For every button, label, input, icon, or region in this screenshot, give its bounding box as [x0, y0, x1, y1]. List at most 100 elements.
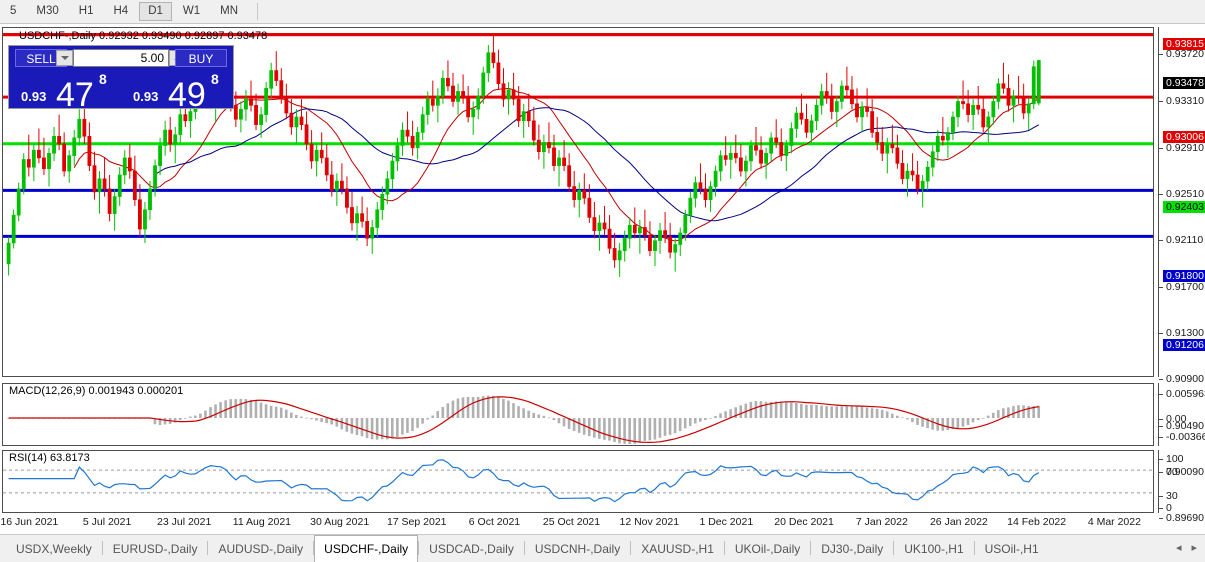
price-tick [1159, 148, 1163, 149]
date-axis-label: 1 Dec 2021 [699, 516, 754, 528]
date-axis-label: 4 Mar 2022 [1087, 516, 1141, 528]
date-axis-label: 11 Aug 2021 [232, 516, 292, 528]
volume-value: 5.00 [140, 51, 164, 65]
rsi-pane[interactable]: RSI(14) 63.8173 [2, 450, 1154, 513]
date-axis-label: 5 Jul 2021 [82, 516, 132, 528]
timeframe-button-5[interactable]: 5 [10, 5, 17, 17]
timeframe-button-d1[interactable]: D1 [139, 2, 172, 21]
price-axis-label: 0.90090 [1166, 466, 1204, 478]
macd-pane[interactable]: MACD(12,26,9) 0.001943 0.000201 [2, 383, 1154, 446]
chart-title: USDCHF-,Daily 0.92932 0.93490 0.92897 0.… [19, 30, 268, 42]
price-axis[interactable]: 0.93815 0.93720 0.93478 0.93310 0.93006 0.929… [1158, 27, 1205, 524]
macd-tick [1159, 394, 1163, 395]
chart-tab-uk100-h1[interactable]: UK100-,H1 [904, 542, 964, 556]
price-axis-label: 0.92510 [1166, 188, 1204, 200]
chevron-down-icon [60, 56, 69, 60]
rsi-axis: 100 70 30 0 [1158, 450, 1205, 514]
timeframe-button-m30[interactable]: M30 [36, 5, 59, 17]
tab-divider [893, 541, 895, 555]
date-axis-label: 12 Nov 2021 [619, 516, 680, 528]
chart-tab-eurusd-daily[interactable]: EURUSD-,Daily [112, 542, 198, 556]
timeframe-button-w1[interactable]: W1 [182, 5, 201, 17]
sell-price-main: 47 [56, 76, 94, 114]
date-axis-label: 20 Dec 2021 [774, 516, 834, 528]
date-axis-label: 25 Oct 2021 [542, 516, 601, 528]
price-tick [1159, 101, 1163, 102]
price-axis-label: 0.90490 [1166, 420, 1204, 432]
date-axis-label: 14 Feb 2022 [1007, 516, 1067, 528]
price-level-tag-black[interactable]: 0.93478 [1163, 77, 1205, 89]
toolbar-divider [257, 3, 259, 20]
macd-tick [1159, 437, 1163, 438]
macd-label: MACD(12,26,9) 0.001943 0.000201 [9, 385, 184, 397]
price-level-tag-red[interactable]: 0.93815 [1163, 38, 1205, 50]
buy-quote[interactable]: 0.93 49 8 [123, 71, 231, 112]
buy-price-fraction: 8 [211, 71, 219, 87]
chart-tab-usdx-weekly[interactable]: USDX,Weekly [16, 542, 92, 556]
main-chart-pane[interactable]: USDCHF-,Daily 0.92932 0.93490 0.92897 0.… [2, 27, 1154, 377]
macd-plot [7, 395, 1040, 444]
date-axis-label: 16 Jun 2021 [0, 516, 59, 528]
date-axis-label: 23 Jul 2021 [157, 516, 212, 528]
buy-price-prefix: 0.93 [133, 89, 159, 104]
price-level-tag-green[interactable]: 0.92403 [1163, 201, 1205, 213]
price-tick [1159, 240, 1163, 241]
chart-tab-bar: USDX,Weekly EURUSD-,Daily AUDUSD-,Daily USD… [0, 534, 1205, 562]
rsi-tick [1159, 508, 1163, 509]
volume-decrease-button[interactable] [56, 50, 73, 66]
rsi-canvas [3, 451, 1153, 512]
timeframe-button-h1[interactable]: H1 [78, 5, 94, 17]
sell-quote[interactable]: 0.93 47 8 [11, 71, 119, 112]
price-axis-label: 0.89690 [1166, 512, 1204, 524]
chart-tab-usdcad-daily[interactable]: USDCAD-,Daily [429, 542, 514, 556]
sell-price-fraction: 8 [99, 71, 107, 87]
macd-axis: 0.005963 0.00 -0.00366 [1158, 383, 1205, 446]
tab-divider [723, 541, 725, 555]
price-level-tag-red[interactable]: 0.93006 [1163, 131, 1205, 143]
tab-divider [418, 541, 420, 555]
chart-tab-usdchf-daily[interactable]: USDCHF-,Daily [314, 535, 419, 562]
macd-tick [1159, 419, 1163, 420]
price-level-tag-blue[interactable]: 0.91206 [1163, 339, 1205, 351]
timeframe-button-h4[interactable]: H4 [113, 5, 129, 17]
sell-button[interactable]: SELL [15, 49, 67, 67]
macd-canvas [3, 384, 1153, 445]
tab-scroll-controls[interactable]: ◂ ▸ [1176, 542, 1197, 554]
rsi-label: RSI(14) 63.8173 [9, 452, 90, 464]
one-click-trading-panel[interactable]: SELL 5.00 BUY 0.93 47 8 0.93 49 8 [8, 45, 234, 112]
buy-price-main: 49 [168, 76, 206, 114]
chart-tab-xauusd-h1[interactable]: XAUUSD-,H1 [641, 542, 714, 556]
buy-button[interactable]: BUY [175, 49, 227, 67]
tab-scroll-right-icon[interactable]: ▸ [1191, 542, 1197, 554]
chart-tab-ukoil-daily[interactable]: UKOil-,Daily [734, 542, 801, 556]
rsi-axis-label: 70 [1166, 466, 1178, 478]
chart-tab-dj30-daily[interactable]: DJ30-,Daily [821, 542, 884, 556]
price-axis-label: 0.91300 [1166, 327, 1204, 339]
chart-tabs: USDX,Weekly EURUSD-,Daily AUDUSD-,Daily USD… [6, 535, 1049, 562]
price-tick [1159, 333, 1163, 334]
date-axis-label: 30 Aug 2021 [310, 516, 370, 528]
price-tick [1159, 287, 1163, 288]
price-tick [1159, 518, 1163, 519]
price-axis-label: 0.93720 [1166, 48, 1204, 60]
sell-price-prefix: 0.93 [21, 89, 47, 104]
timeframe-button-mn[interactable]: MN [220, 5, 239, 17]
tab-divider [101, 541, 103, 555]
price-level-tag-blue[interactable]: 0.91800 [1163, 270, 1205, 282]
rsi-axis-label: 0 [1166, 502, 1172, 514]
date-axis-label: 26 Jan 2022 [929, 516, 988, 528]
timeframe-toolbar: 5 M30 H1 H4 D1 W1 MN [0, 0, 1205, 24]
tab-divider [207, 541, 209, 555]
tab-scroll-left-icon[interactable]: ◂ [1175, 542, 1182, 554]
rsi-plot [3, 459, 1153, 503]
chart-tab-usdcnh-daily[interactable]: USDCNH-,Daily [534, 542, 621, 556]
chart-tab-audusd-daily[interactable]: AUDUSD-,Daily [218, 542, 304, 556]
macd-axis-label: -0.00366 [1166, 431, 1205, 443]
chart-tab-usoil-h1[interactable]: USOil-,H1 [984, 542, 1039, 556]
date-axis-label: 7 Jan 2022 [855, 516, 908, 528]
price-axis-label: 0.90900 [1166, 373, 1204, 385]
rsi-tick [1159, 459, 1163, 460]
timeframe-buttons: 5 M30 H1 H4 D1 W1 MN [0, 0, 264, 23]
volume-input[interactable]: 5.00 [56, 49, 186, 67]
